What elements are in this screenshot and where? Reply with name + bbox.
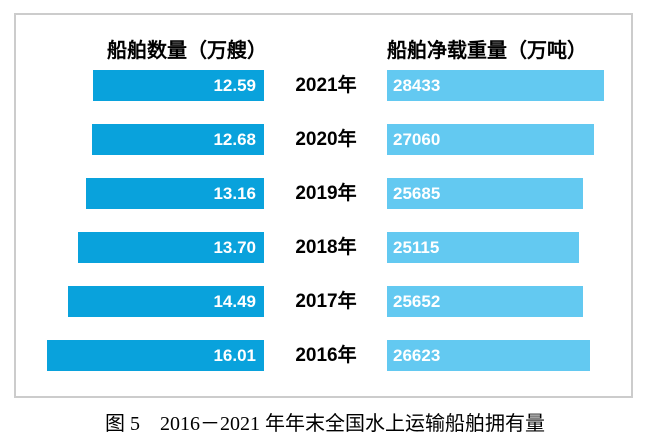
deadweight-bar: 25652: [387, 286, 583, 317]
deadweight-bar: 27060: [387, 124, 594, 155]
ship-count-value: 14.49: [213, 292, 256, 311]
deadweight-value: 25115: [393, 238, 440, 257]
deadweight-bar: 25115: [387, 232, 579, 263]
deadweight-bar: 26623: [387, 340, 590, 371]
year-label: 2020年: [295, 129, 357, 150]
ship-count-value: 13.70: [213, 238, 256, 257]
ship-count-bar: 13.70: [78, 232, 264, 263]
deadweight-value: 25685: [393, 184, 441, 203]
figure-caption: 图 5 2016－2021 年年末全国水上运输船舶拥有量: [105, 413, 545, 435]
ship-count-value: 12.68: [213, 130, 256, 149]
ship-count-bar: 14.49: [68, 286, 264, 317]
ship-count-value: 13.16: [213, 184, 256, 203]
year-label: 2021年: [295, 75, 357, 96]
ship-count-bar: 12.68: [92, 124, 264, 155]
year-label: 2018年: [295, 237, 357, 258]
deadweight-bar: 28433: [387, 70, 604, 101]
ship-count-bar: 12.59: [93, 70, 264, 101]
year-label: 2017年: [295, 291, 357, 312]
ship-count-bar: 13.16: [86, 178, 264, 209]
deadweight-value: 27060: [393, 130, 441, 149]
ship-count-value: 12.59: [213, 76, 256, 95]
deadweight-value: 28433: [393, 76, 441, 95]
deadweight-value: 26623: [393, 346, 441, 365]
year-label: 2016年: [295, 345, 357, 366]
left-series-header: 船舶数量（万艘）: [107, 40, 267, 62]
deadweight-value: 25652: [393, 292, 441, 311]
chart-frame: 船舶数量（万艘） 船舶净载重量（万吨） 12.59 2021年 28433 12.68…: [14, 13, 633, 398]
deadweight-bar: 25685: [387, 178, 583, 209]
right-series-header: 船舶净载重量（万吨）: [387, 40, 587, 62]
year-label: 2019年: [295, 183, 357, 204]
ship-count-bar: 16.01: [47, 340, 264, 371]
ship-count-value: 16.01: [213, 346, 256, 365]
